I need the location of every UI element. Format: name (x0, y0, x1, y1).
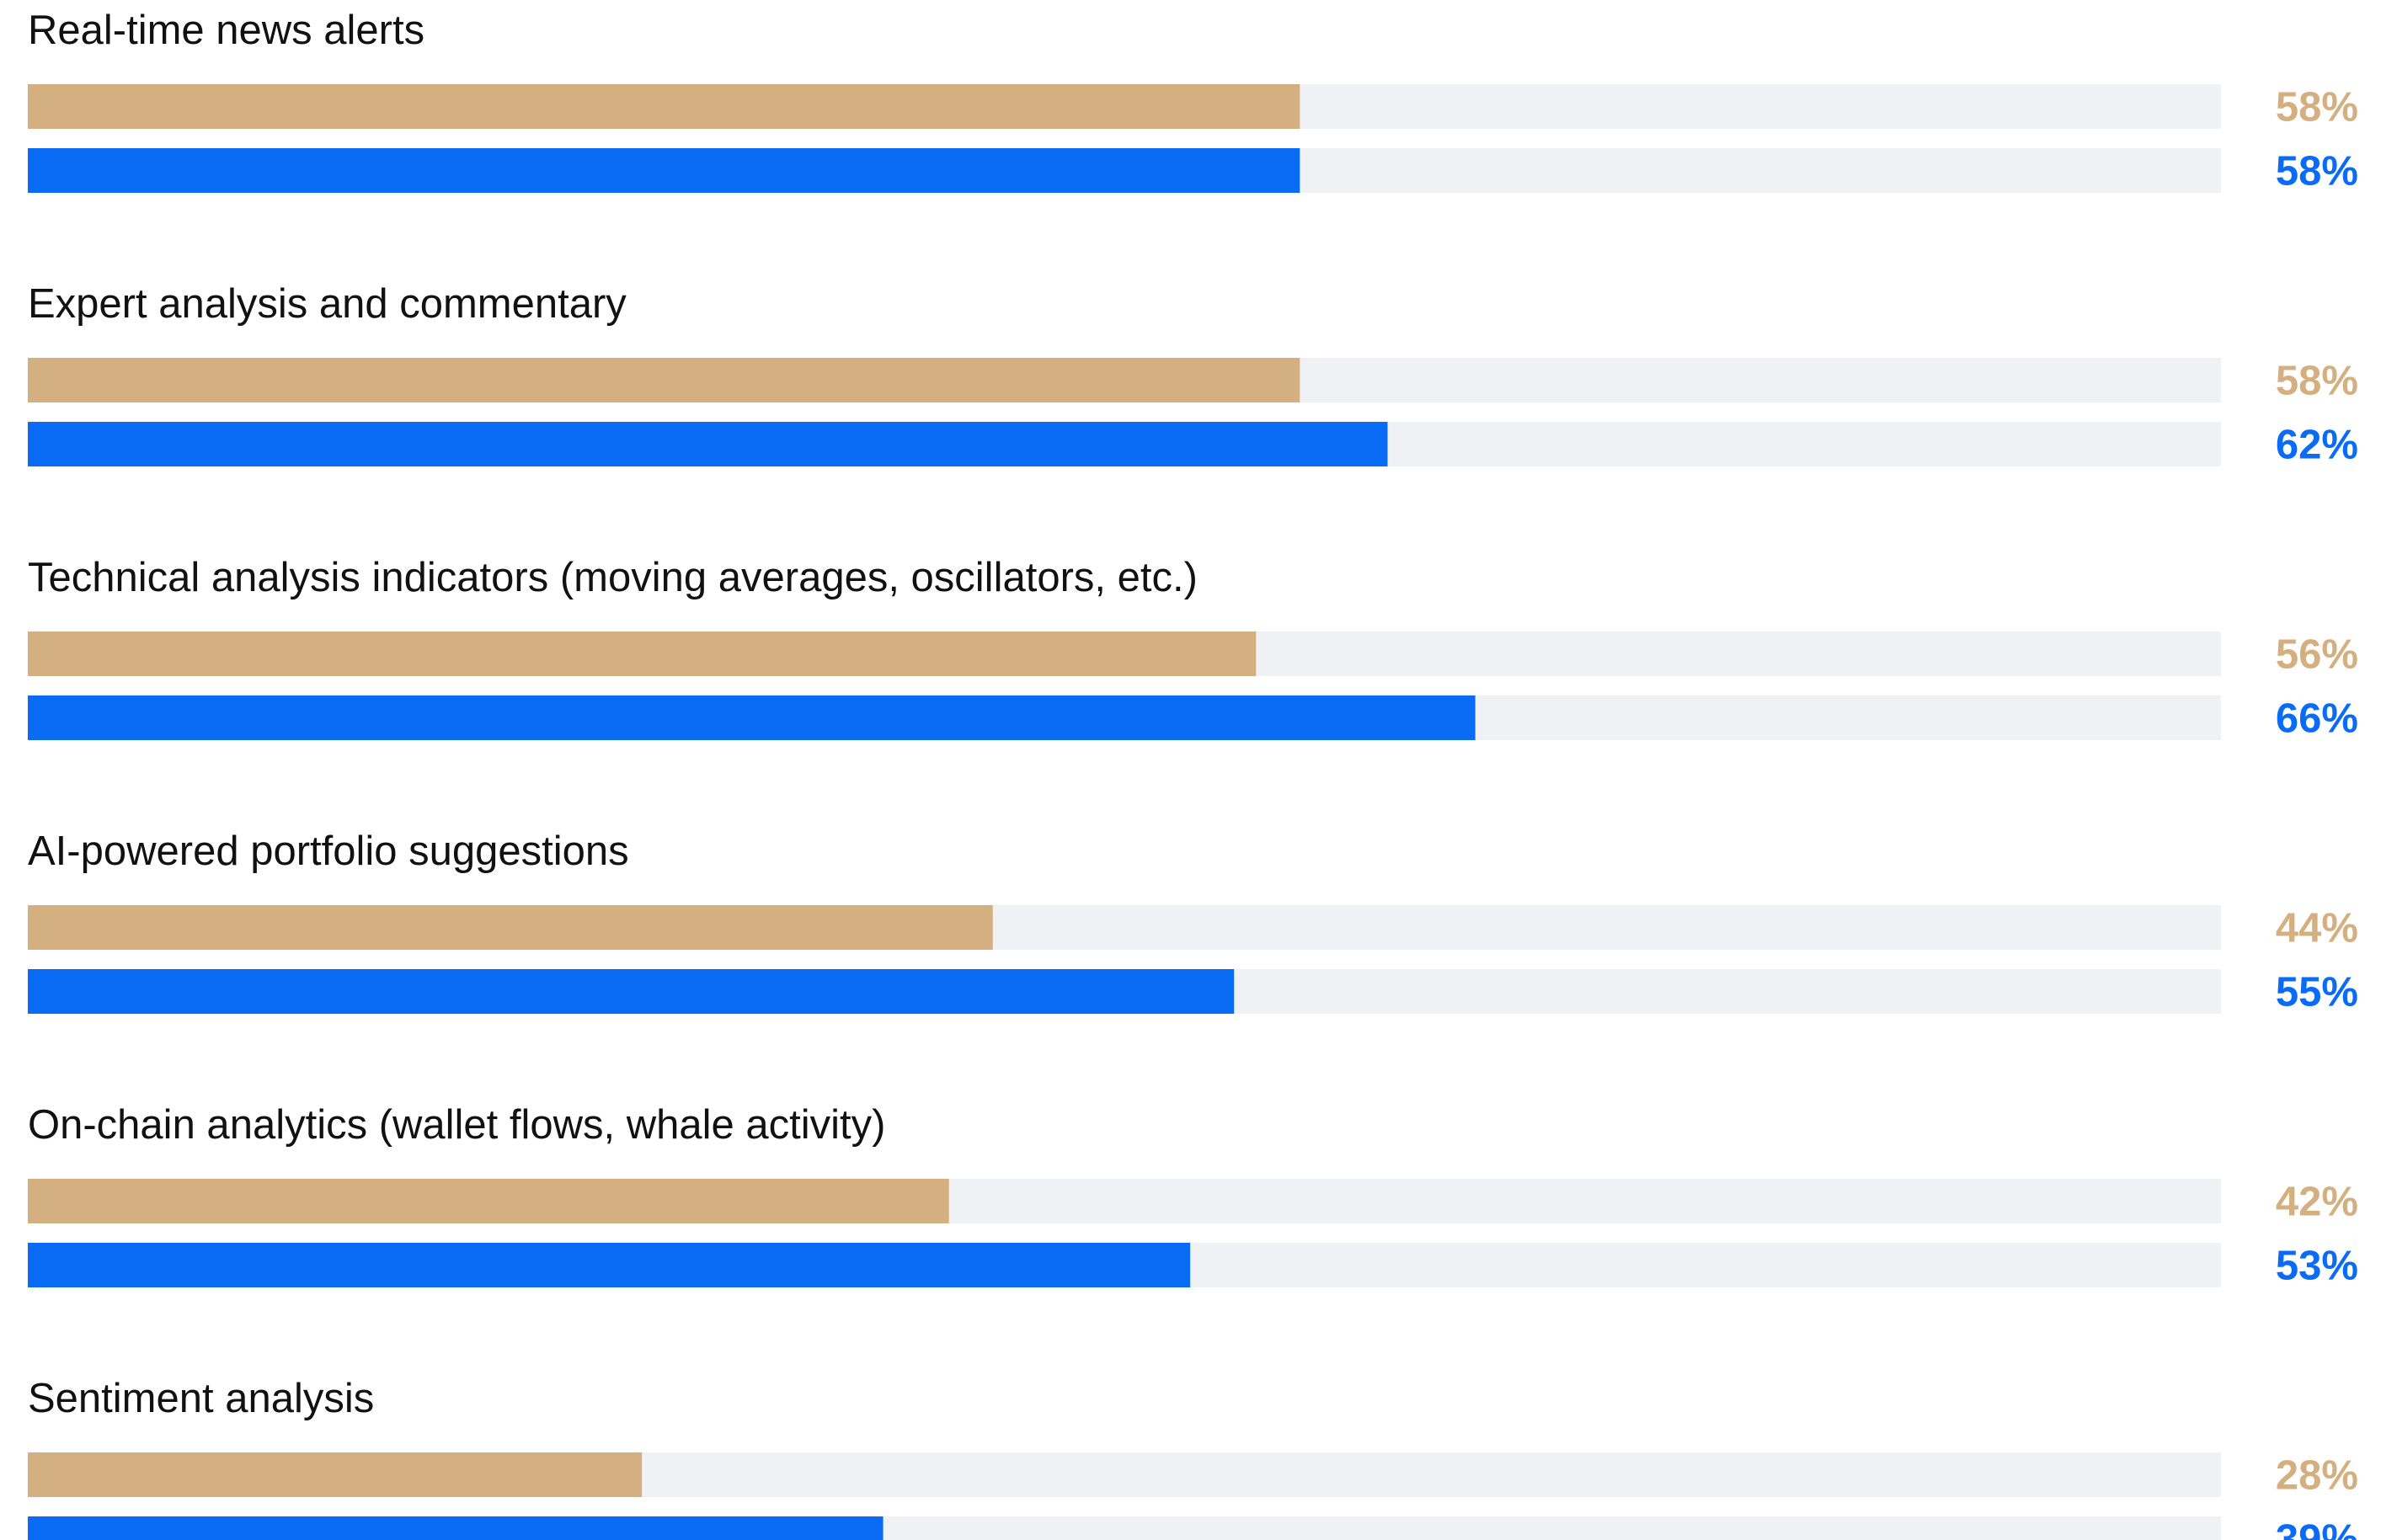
value-label: 55% (2276, 970, 2358, 1015)
value-label: 56% (2276, 632, 2358, 678)
bar-series-1 (28, 84, 1300, 129)
bar-series-1 (28, 905, 993, 950)
bar-series-1 (28, 631, 1257, 676)
bar-series-2 (28, 969, 1235, 1014)
value-label: 58% (2276, 149, 2358, 194)
value-label: 58% (2276, 85, 2358, 131)
category-label: Technical analysis indicators (moving av… (28, 555, 1198, 600)
value-label: 62% (2276, 423, 2358, 468)
value-label: 39% (2276, 1517, 2358, 1540)
bar-series-2 (28, 1243, 1191, 1287)
value-label: 42% (2276, 1180, 2358, 1225)
bar-series-2 (28, 148, 1300, 193)
value-label: 58% (2276, 359, 2358, 404)
bar-series-1 (28, 1179, 949, 1223)
bar-series-2 (28, 695, 1476, 740)
bar-series-2 (28, 1516, 884, 1540)
category-label: AI-powered portfolio suggestions (28, 829, 629, 874)
category-label: On-chain analytics (wallet flows, whale … (28, 1102, 885, 1148)
category-label: Expert analysis and commentary (28, 281, 627, 327)
category-label: Sentiment analysis (28, 1376, 374, 1421)
bar-series-1 (28, 1452, 643, 1497)
value-label: 53% (2276, 1244, 2358, 1289)
value-label: 66% (2276, 696, 2358, 742)
category-label: Real-time news alerts (28, 8, 424, 53)
bar-series-2 (28, 422, 1388, 466)
value-label: 44% (2276, 906, 2358, 951)
bar-series-1 (28, 358, 1300, 402)
value-label: 28% (2276, 1453, 2358, 1499)
